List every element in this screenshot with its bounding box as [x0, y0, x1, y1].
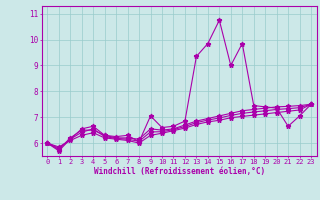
X-axis label: Windchill (Refroidissement éolien,°C): Windchill (Refroidissement éolien,°C) — [94, 167, 265, 176]
